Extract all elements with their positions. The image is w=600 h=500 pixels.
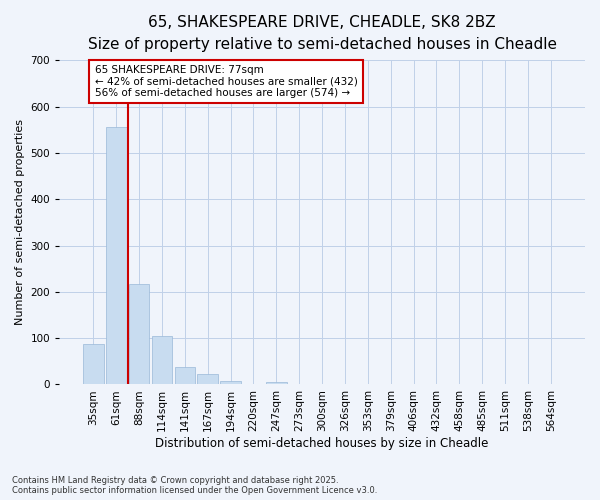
- Bar: [83, 344, 104, 384]
- X-axis label: Distribution of semi-detached houses by size in Cheadle: Distribution of semi-detached houses by …: [155, 437, 489, 450]
- Text: Contains HM Land Registry data © Crown copyright and database right 2025.
Contai: Contains HM Land Registry data © Crown c…: [12, 476, 377, 495]
- Bar: [106, 128, 127, 384]
- Bar: [220, 381, 241, 384]
- Y-axis label: Number of semi-detached properties: Number of semi-detached properties: [15, 120, 25, 326]
- Title: 65, SHAKESPEARE DRIVE, CHEADLE, SK8 2BZ
Size of property relative to semi-detach: 65, SHAKESPEARE DRIVE, CHEADLE, SK8 2BZ …: [88, 15, 557, 52]
- Bar: [197, 374, 218, 384]
- Bar: [175, 368, 195, 384]
- Bar: [129, 284, 149, 384]
- Bar: [266, 382, 287, 384]
- Text: 65 SHAKESPEARE DRIVE: 77sqm
← 42% of semi-detached houses are smaller (432)
56% : 65 SHAKESPEARE DRIVE: 77sqm ← 42% of sem…: [95, 65, 358, 98]
- Bar: [152, 336, 172, 384]
